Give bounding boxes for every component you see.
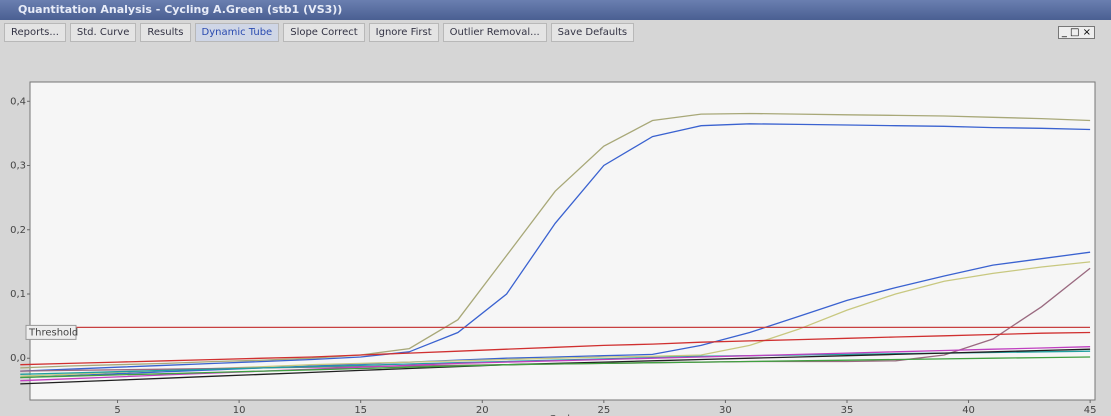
plot-area <box>29 81 1096 401</box>
x-tick-label: 5 <box>114 405 120 416</box>
toolbar-button[interactable]: Dynamic Tube <box>194 22 280 42</box>
y-tick-label: 0,2 <box>10 225 26 236</box>
chart: 0,0 0,1 0,2 0,3 0,4 5 10 15 20 25 30 35 40 45 Cycle Thr… <box>10 81 1097 416</box>
data-line <box>20 123 1091 372</box>
y-tick-label: 0,1 <box>10 289 26 300</box>
toolbar-button[interactable]: Save Defaults <box>550 22 635 42</box>
x-tick-label: 35 <box>841 405 854 416</box>
y-tick-label: 0,0 <box>10 353 26 364</box>
y-tick-label: 0,4 <box>10 96 26 107</box>
title-bar: Quantitation Analysis - Cycling A.Green … <box>0 0 1111 20</box>
toolbar-button[interactable]: Results <box>140 22 191 42</box>
window-controls[interactable]: _ □ × <box>1057 26 1095 39</box>
toolbar-button[interactable]: Reports... <box>4 22 66 42</box>
threshold-label: Threshold <box>28 327 78 338</box>
data-line <box>20 356 1091 379</box>
toolbar: Reports... Std. Curve Results Dynamic Tube S… <box>4 20 635 44</box>
toolbar-button[interactable]: Outlier Removal... <box>442 22 547 42</box>
x-tick-label: 20 <box>476 405 489 416</box>
x-axis-label: Cycle <box>549 414 576 416</box>
threshold-label-box <box>25 324 77 340</box>
data-line <box>20 251 1091 379</box>
x-tick-label: 40 <box>962 405 975 416</box>
x-tick-label: 30 <box>719 405 732 416</box>
toolbar-button[interactable]: Ignore First <box>368 22 439 42</box>
y-tick-label: 0,3 <box>10 161 26 172</box>
x-tick-label: 45 <box>1084 405 1097 416</box>
x-tick-label: 15 <box>354 405 367 416</box>
data-line <box>20 331 1091 366</box>
toolbar-button[interactable]: Std. Curve <box>69 22 137 42</box>
window-title: Quantitation Analysis - Cycling A.Green … <box>18 3 343 16</box>
x-tick-label: 10 <box>233 405 246 416</box>
data-line <box>20 346 1091 382</box>
x-tick-label: 25 <box>597 405 610 416</box>
data-line <box>20 112 1091 369</box>
toolbar-button[interactable]: Slope Correct <box>283 22 365 42</box>
